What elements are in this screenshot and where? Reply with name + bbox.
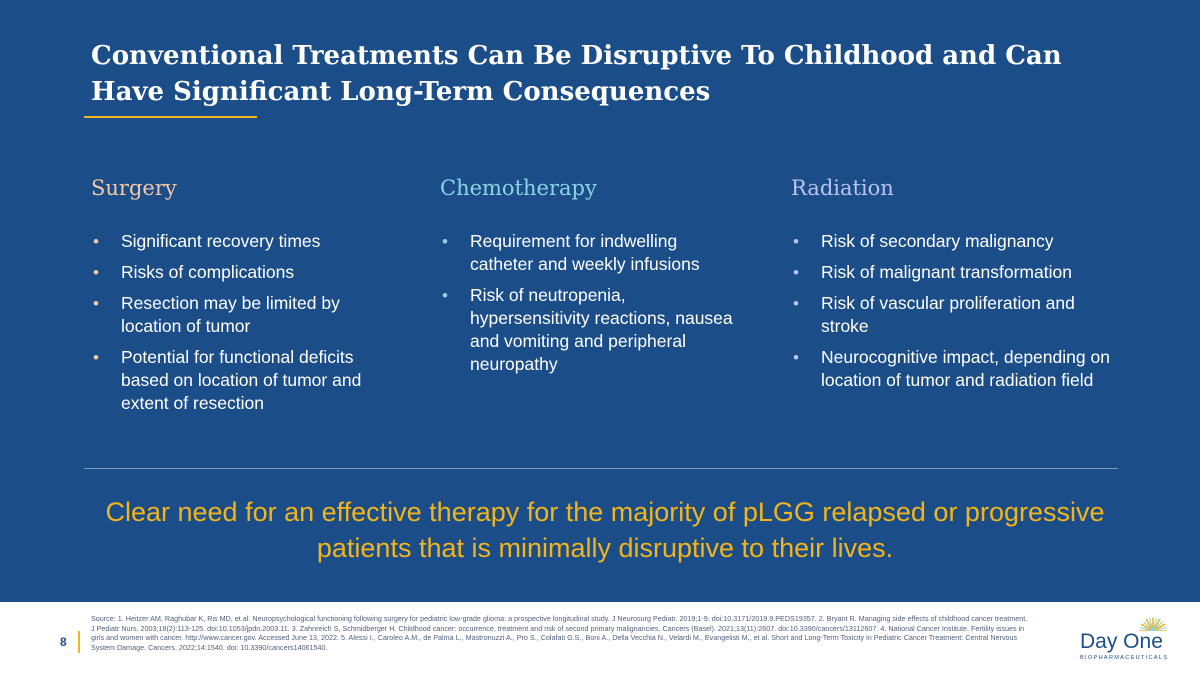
bullet-icon: • <box>442 232 448 251</box>
bullet-text: Risk of neutropenia, hypersensitivity re… <box>470 285 733 374</box>
bullet-item: • Risks of complications <box>91 261 391 284</box>
page-number-divider <box>78 631 80 653</box>
company-logo: Day One BIOPHARMACEUTICALS <box>1076 616 1176 666</box>
sunburst-icon <box>1138 617 1168 646</box>
page-number: 8 <box>60 635 67 649</box>
column-heading-radiation: Radiation <box>791 176 894 200</box>
bullet-item: • Risk of vascular proliferation and stro… <box>791 292 1121 338</box>
bullet-item: • Resection may be limited by location of… <box>91 292 391 338</box>
column-chemotherapy: Chemotherapy • Requirement for indwelling… <box>440 174 740 384</box>
slide-title: Conventional Treatments Can Be Disruptiv… <box>91 41 1062 107</box>
bullet-item: • Risk of secondary malignancy <box>791 230 1121 253</box>
bullet-text: Risk of vascular proliferation and strok… <box>821 293 1075 336</box>
column-surgery: Surgery • Significant recovery times • Ris… <box>91 174 391 423</box>
footer: 8 Source: 1. Heitzer AM, Raghubar K, Ris… <box>0 602 1200 675</box>
bullet-list-surgery: • Significant recovery times • Risks of co… <box>91 230 391 415</box>
bullet-list-chemotherapy: • Requirement for indwelling catheter and… <box>440 230 740 376</box>
callout-statement: Clear need for an effective therapy for … <box>105 497 1105 563</box>
bullet-text: Risk of secondary malignancy <box>821 231 1054 251</box>
source-citations: Source: 1. Heitzer AM, Raghubar K, Ris M… <box>91 614 1028 652</box>
bullet-text: Risks of complications <box>121 262 295 282</box>
bullet-item: • Risk of neutropenia, hypersensitivity r… <box>440 284 740 376</box>
bullet-text: Risk of malignant transformation <box>821 262 1072 282</box>
column-heading-surgery: Surgery <box>91 176 177 200</box>
bullet-icon: • <box>442 286 448 305</box>
bullet-icon: • <box>93 232 99 251</box>
bullet-item: • Risk of malignant transformation <box>791 261 1121 284</box>
bullet-icon: • <box>793 263 799 282</box>
bullet-icon: • <box>93 348 99 367</box>
bullet-icon: • <box>793 348 799 367</box>
bullet-icon: • <box>93 263 99 282</box>
bullet-item: • Requirement for indwelling catheter and… <box>440 230 740 276</box>
bullet-text: Significant recovery times <box>121 231 321 251</box>
bullet-text: Neurocognitive impact, depending on loca… <box>821 347 1110 390</box>
bullet-item: • Significant recovery times <box>91 230 391 253</box>
title-underline <box>84 116 257 118</box>
logo-subtitle: BIOPHARMACEUTICALS <box>1080 655 1169 661</box>
bullet-item: • Potential for functional deficits based… <box>91 346 391 415</box>
section-divider <box>84 468 1118 469</box>
bullet-icon: • <box>93 294 99 313</box>
column-radiation: Radiation • Risk of secondary malignancy … <box>791 174 1121 400</box>
logo-wordmark: Day One <box>1080 630 1163 653</box>
bullet-icon: • <box>793 294 799 313</box>
column-heading-chemotherapy: Chemotherapy <box>440 176 597 200</box>
bullet-text: Resection may be limited by location of … <box>121 293 340 336</box>
bullet-text: Requirement for indwelling catheter and … <box>470 231 700 274</box>
bullet-icon: • <box>793 232 799 251</box>
bullet-item: • Neurocognitive impact, depending on loc… <box>791 346 1121 392</box>
slide: Conventional Treatments Can Be Disruptiv… <box>84 41 1121 563</box>
bullet-list-radiation: • Risk of secondary malignancy • Risk of m… <box>791 230 1121 392</box>
bullet-text: Potential for functional deficits based … <box>121 347 362 413</box>
